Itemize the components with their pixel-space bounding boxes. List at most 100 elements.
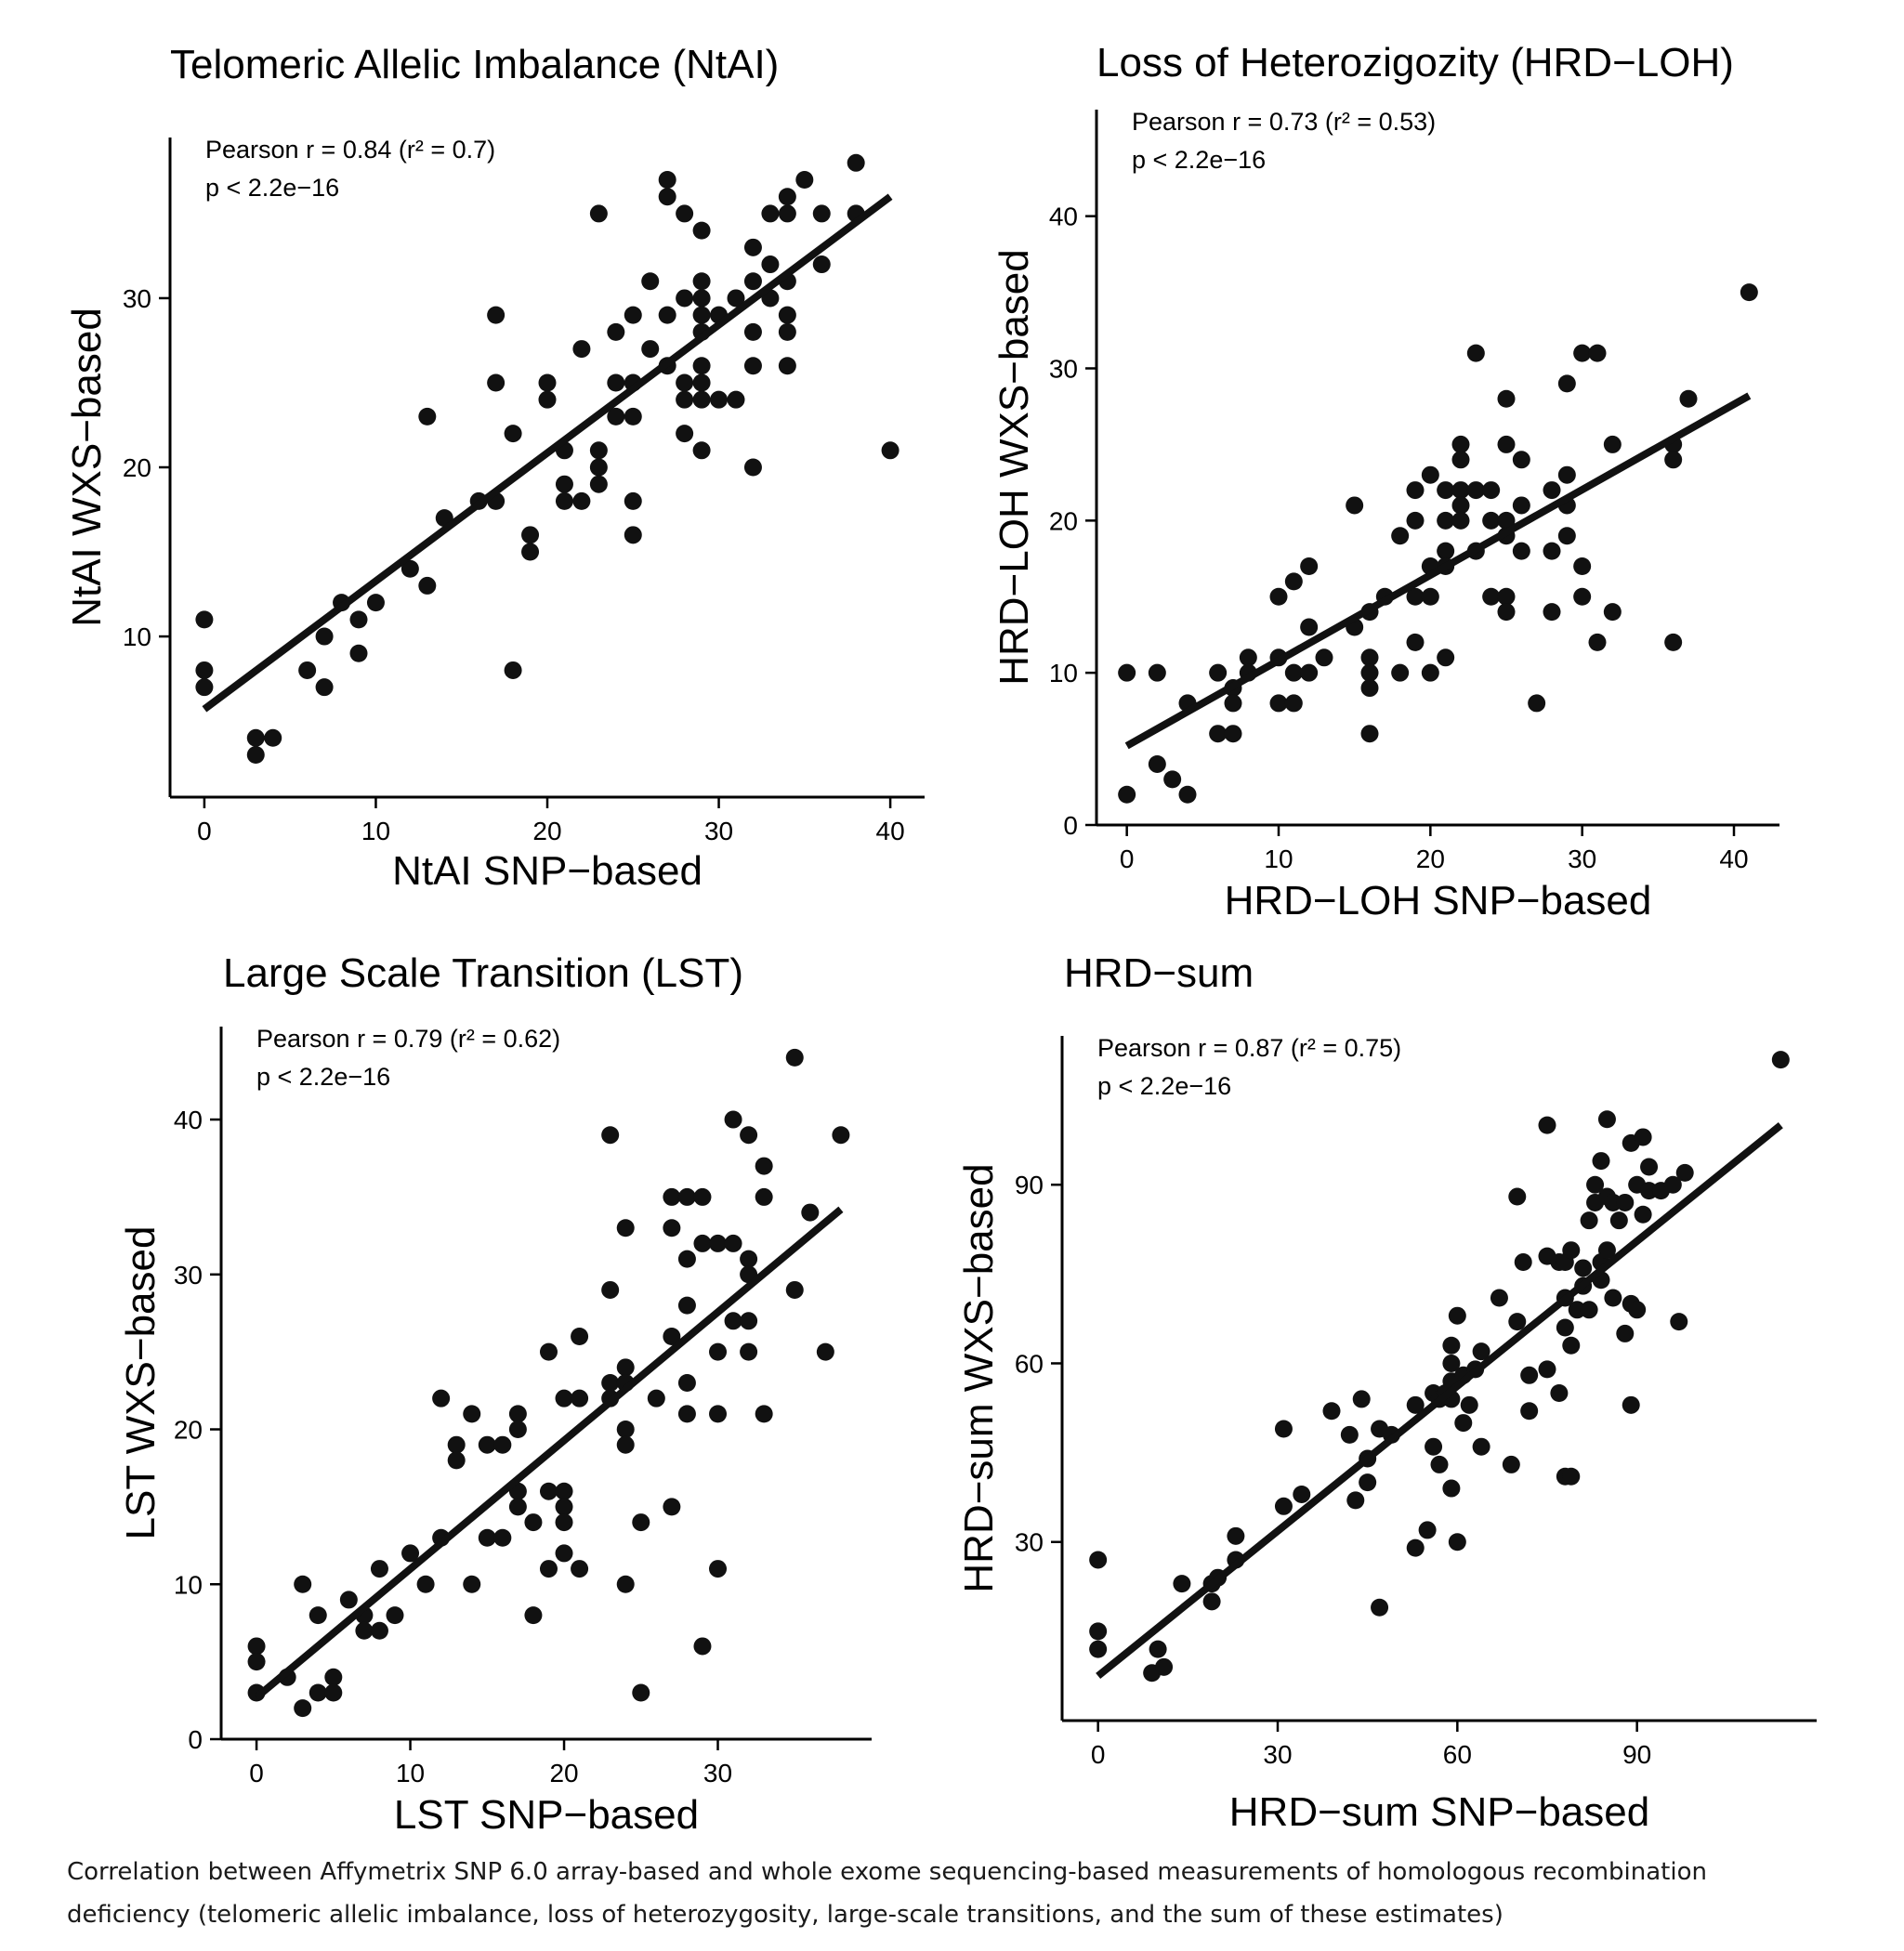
data-point [692,289,711,308]
data-point [693,1234,712,1252]
data-point [1538,1116,1556,1134]
data-point [1284,663,1303,682]
stat-annotation: Pearson r = 0.87 (r² = 0.75) [1097,1034,1401,1062]
data-point [1628,1301,1647,1319]
data-point [1670,1313,1688,1331]
data-point [1442,1354,1461,1372]
data-point [1406,481,1425,500]
data-point [508,1405,527,1423]
data-point [538,390,557,409]
data-point [724,1110,742,1129]
data-point [677,1187,696,1206]
data-point [1512,451,1530,469]
data-point [1740,283,1758,302]
data-point [1406,1395,1425,1414]
data-point [1586,1175,1605,1194]
data-point [1437,511,1455,530]
figure-caption: Correlation between Affymetrix SNP 6.0 a… [67,1858,1707,1929]
data-point [1573,587,1592,606]
data-point [298,661,317,679]
x-tick-label: 30 [704,817,733,845]
data-point [1089,1640,1108,1658]
data-point [555,1482,573,1500]
data-point [727,289,745,308]
data-point [1622,1395,1640,1414]
data-point [478,1528,496,1547]
data-point [1592,1152,1610,1171]
data-point [539,1560,558,1578]
data-point [743,357,762,375]
x-tick-label: 40 [1719,845,1748,873]
data-point [1497,511,1516,530]
data-point [801,1203,820,1222]
x-tick-label: 30 [703,1759,732,1787]
data-point [1442,1336,1461,1355]
data-point [812,255,831,274]
data-point [370,1621,388,1640]
data-point [504,661,522,679]
data-point [589,204,608,223]
data-point [1573,344,1592,362]
data-point [1346,1491,1365,1510]
data-point [641,340,660,359]
data-point [616,1435,635,1454]
data-point [1224,725,1242,743]
data-point [601,1374,620,1392]
y-axis-label: HRD−sum WXS−based [956,1163,1002,1592]
data-point [1482,481,1501,500]
data-point [416,1575,435,1593]
data-point [324,1668,343,1686]
data-point [1421,587,1439,606]
data-point [418,576,437,595]
data-point [692,373,711,392]
data-point [740,1126,758,1145]
data-point [1454,1414,1473,1433]
data-point [539,1342,558,1361]
data-point [676,204,694,223]
data-point [349,610,368,629]
data-point [740,1312,758,1330]
y-tick-label: 10 [174,1570,203,1599]
stat-annotation: Pearson r = 0.79 (r² = 0.62) [256,1025,560,1053]
data-point [1543,603,1561,622]
x-tick-label: 10 [396,1759,425,1787]
data-point [1437,481,1455,500]
data-point [447,1435,466,1454]
data-point [1418,1521,1437,1539]
data-point [401,1544,420,1563]
data-point [339,1591,358,1609]
data-point [743,238,762,256]
data-point [1227,1526,1245,1545]
data-point [1502,1455,1520,1473]
data-point [1466,481,1485,500]
data-point [572,491,591,510]
data-point [795,171,814,190]
data-point [632,1683,650,1702]
data-point [1508,1313,1527,1331]
data-point [1497,435,1516,453]
data-point [309,1606,327,1625]
data-point [1557,374,1576,393]
data-point [616,1421,635,1439]
data-point [1118,785,1136,804]
data-point [1425,1437,1443,1456]
data-point [1173,1575,1191,1593]
data-point [624,491,642,510]
data-point [709,1234,728,1252]
data-point [1562,1336,1581,1355]
data-point [1634,1205,1652,1224]
data-point [487,306,506,324]
data-point [1675,1163,1694,1182]
data-point [1528,694,1546,713]
data-point [493,1435,512,1454]
data-point [555,1498,573,1516]
data-point [677,1374,696,1392]
data-point [1360,663,1379,682]
data-point [1514,1253,1532,1272]
data-point [778,306,796,324]
data-point [755,1405,773,1423]
data-point [1451,496,1470,515]
stat-annotation: p < 2.2e−16 [1097,1072,1231,1100]
panel-ntai: Telomeric Allelic Imbalance (NtAI) 0 10 20 3… [64,42,925,894]
data-point [1597,1110,1616,1129]
